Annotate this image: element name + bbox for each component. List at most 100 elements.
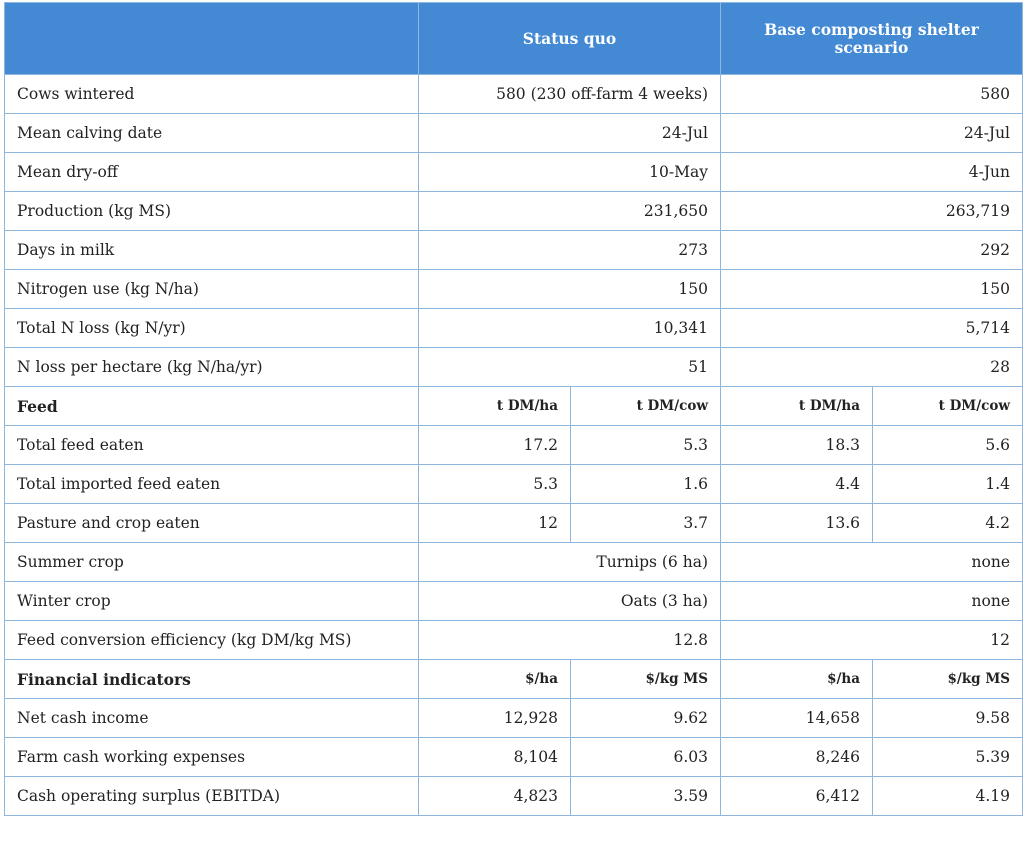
row-label: Feed	[4, 386, 419, 426]
header-cell: Base composting shelter scenario	[719, 2, 1024, 75]
value-cell: 4.19	[871, 776, 1024, 816]
row-label: Production (kg MS)	[4, 191, 419, 231]
value-cell: 13.6	[720, 503, 873, 543]
value-cell: 18.3	[720, 425, 873, 465]
header-blank	[4, 2, 419, 75]
section-row: Financial indicators $/ha $/kg MS $/ha $/kg …	[4, 659, 1024, 699]
unit-header: $/ha	[720, 659, 873, 699]
row-label: Days in milk	[4, 230, 419, 270]
value-cell: 5,714	[719, 308, 1024, 348]
value-cell: 5.6	[871, 425, 1024, 465]
data-row: Feed conversion efficiency (kg DM/kg MS)…	[4, 620, 1024, 660]
value-cell: none	[719, 542, 1024, 582]
value-cell: 17.2	[418, 425, 571, 465]
value-cell: 14,658	[720, 698, 873, 738]
unit-header: t DM/ha	[720, 386, 873, 426]
value-cell: none	[719, 581, 1024, 621]
table-header: Status quo Base composting shelter scena…	[4, 2, 1024, 75]
data-row: Production (kg MS) 231,650 263,719	[4, 191, 1024, 231]
data-row: Cows wintered 580 (230 off-farm 4 weeks) 5…	[4, 74, 1024, 114]
unit-header: $/ha	[418, 659, 571, 699]
unit-header: t DM/cow	[570, 386, 721, 426]
value-cell: 4-Jun	[719, 152, 1024, 192]
value-cell: 150	[719, 269, 1024, 309]
value-cell: 3.7	[570, 503, 721, 543]
row-label: Total N loss (kg N/yr)	[4, 308, 419, 348]
data-row: Total N loss (kg N/yr) 10,341 5,714	[4, 308, 1024, 348]
value-cell: 6,412	[720, 776, 873, 816]
row-label: Net cash income	[4, 698, 419, 738]
table-body: Cows wintered 580 (230 off-farm 4 weeks) 5…	[4, 74, 1024, 816]
data-row: Mean dry-off 10-May 4-Jun	[4, 152, 1024, 192]
row-label: Nitrogen use (kg N/ha)	[4, 269, 419, 309]
unit-header: t DM/cow	[871, 386, 1024, 426]
data-row: N loss per hectare (kg N/ha/yr) 51 28	[4, 347, 1024, 387]
data-row: Farm cash working expenses 8,104 6.03 8,246…	[4, 737, 1024, 777]
row-label: Feed conversion efficiency (kg DM/kg MS)	[4, 620, 419, 660]
data-row: Winter crop Oats (3 ha) none	[4, 581, 1024, 621]
row-label: Financial indicators	[4, 659, 419, 699]
row-label: Mean calving date	[4, 113, 419, 153]
comparison-table: Status quo Base composting shelter scena…	[4, 2, 1024, 816]
value-cell: 10-May	[418, 152, 721, 192]
value-cell: 5.3	[418, 464, 571, 504]
value-cell: 24-Jul	[719, 113, 1024, 153]
value-cell: 150	[418, 269, 721, 309]
value-cell: 273	[418, 230, 721, 270]
value-cell: 3.59	[570, 776, 721, 816]
data-row: Mean calving date 24-Jul 24-Jul	[4, 113, 1024, 153]
section-row: Feed t DM/ha t DM/cow t DM/ha t DM/cow	[4, 386, 1024, 426]
data-row: Cash operating surplus (EBITDA) 4,823 3.59…	[4, 776, 1024, 816]
row-label: Pasture and crop eaten	[4, 503, 419, 543]
value-cell: 580 (230 off-farm 4 weeks)	[418, 74, 721, 114]
row-label: Farm cash working expenses	[4, 737, 419, 777]
value-cell: 4.4	[720, 464, 873, 504]
row-label: Total feed eaten	[4, 425, 419, 465]
value-cell: 12	[719, 620, 1024, 660]
value-cell: 10,341	[418, 308, 721, 348]
row-label: Cows wintered	[4, 74, 419, 114]
data-row: Pasture and crop eaten 12 3.7 13.6 4.2	[4, 503, 1024, 543]
data-row: Total feed eaten 17.2 5.3 18.3 5.6	[4, 425, 1024, 465]
data-row: Net cash income 12,928 9.62 14,658 9.58	[4, 698, 1024, 738]
row-label: Total imported feed eaten	[4, 464, 419, 504]
value-cell: Turnips (6 ha)	[418, 542, 721, 582]
row-label: Mean dry-off	[4, 152, 419, 192]
unit-header: $/kg MS	[871, 659, 1024, 699]
value-cell: 8,104	[418, 737, 571, 777]
value-cell: 263,719	[719, 191, 1024, 231]
value-cell: 9.58	[871, 698, 1024, 738]
value-cell: 12,928	[418, 698, 571, 738]
header-cell: Status quo	[418, 2, 721, 75]
data-row: Summer crop Turnips (6 ha) none	[4, 542, 1024, 582]
value-cell: 9.62	[570, 698, 721, 738]
value-cell: 1.6	[570, 464, 721, 504]
value-cell: 4,823	[418, 776, 571, 816]
data-row: Total imported feed eaten 5.3 1.6 4.4 1.4	[4, 464, 1024, 504]
data-row: Nitrogen use (kg N/ha) 150 150	[4, 269, 1024, 309]
value-cell: 292	[719, 230, 1024, 270]
value-cell: 12	[418, 503, 571, 543]
value-cell: 1.4	[871, 464, 1024, 504]
value-cell: 6.03	[570, 737, 721, 777]
value-cell: 580	[719, 74, 1024, 114]
value-cell: 8,246	[720, 737, 873, 777]
header-row: Status quo Base composting shelter scena…	[4, 2, 1024, 75]
value-cell: 5.3	[570, 425, 721, 465]
value-cell: 4.2	[871, 503, 1024, 543]
value-cell: Oats (3 ha)	[418, 581, 721, 621]
value-cell: 231,650	[418, 191, 721, 231]
unit-header: $/kg MS	[570, 659, 721, 699]
row-label: Winter crop	[4, 581, 419, 621]
value-cell: 24-Jul	[418, 113, 721, 153]
row-label: N loss per hectare (kg N/ha/yr)	[4, 347, 419, 387]
data-row: Days in milk 273 292	[4, 230, 1024, 270]
value-cell: 5.39	[871, 737, 1024, 777]
unit-header: t DM/ha	[418, 386, 571, 426]
value-cell: 12.8	[418, 620, 721, 660]
value-cell: 51	[418, 347, 721, 387]
row-label: Summer crop	[4, 542, 419, 582]
row-label: Cash operating surplus (EBITDA)	[4, 776, 419, 816]
value-cell: 28	[719, 347, 1024, 387]
